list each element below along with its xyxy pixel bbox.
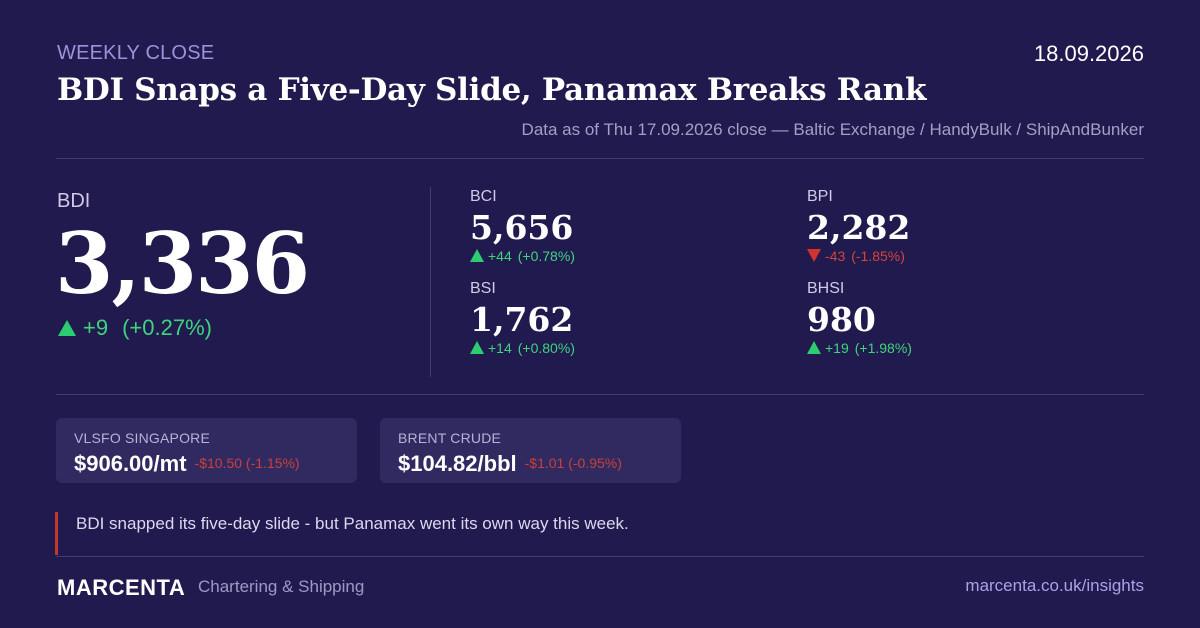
commodity-label: BRENT CRUDE xyxy=(398,430,502,446)
index-change-pct: (+0.78%) xyxy=(517,248,575,264)
commodity-change: -$1.01 (-0.95%) xyxy=(524,455,622,471)
up-arrow-icon xyxy=(470,249,484,262)
index-change-abs: +19 xyxy=(825,340,849,356)
index-bci: BCI 5,656 +44 (+0.78%) xyxy=(470,188,770,264)
bdi-value: 3,336 xyxy=(55,214,310,313)
index-change-abs: +14 xyxy=(488,340,512,356)
commodity-change: -$10.50 (-1.15%) xyxy=(194,455,300,471)
index-change: +19 (+1.98%) xyxy=(807,340,1107,356)
index-value: 5,656 xyxy=(470,208,574,247)
index-change-abs: +44 xyxy=(488,248,512,264)
down-arrow-icon xyxy=(807,249,821,262)
up-arrow-icon xyxy=(58,320,76,336)
index-change-abs: -43 xyxy=(825,248,846,264)
headline: BDI Snaps a Five-Day Slide, Panamax Brea… xyxy=(57,72,927,108)
up-arrow-icon xyxy=(470,341,484,354)
middle-divider xyxy=(56,394,1144,395)
commodity-row: $906.00/mt -$10.50 (-1.15%) xyxy=(74,451,341,477)
bdi-change-pct: (+0.27%) xyxy=(122,315,212,340)
index-label: BPI xyxy=(807,188,833,205)
top-divider xyxy=(56,158,1144,159)
commodity-label: VLSFO SINGAPORE xyxy=(74,430,211,446)
bdi-change: +9 (+0.27%) xyxy=(58,315,212,341)
index-label: BHSI xyxy=(807,280,845,297)
index-bhsi: BHSI 980 +19 (+1.98%) xyxy=(807,280,1107,356)
index-change: +44 (+0.78%) xyxy=(470,248,770,264)
commodity-card-brent: BRENT CRUDE $104.82/bbl -$1.01 (-0.95%) xyxy=(380,418,681,483)
brand-logo: MARCENTA xyxy=(57,575,186,600)
quote-bar xyxy=(55,512,58,555)
index-change: -43 (-1.85%) xyxy=(807,248,1107,264)
commodity-price: $104.82/bbl xyxy=(398,451,517,476)
index-value: 1,762 xyxy=(470,300,574,339)
commodity-price: $906.00/mt xyxy=(74,451,187,476)
bottom-divider xyxy=(56,556,1144,557)
up-arrow-icon xyxy=(807,341,821,354)
index-bpi: BPI 2,282 -43 (-1.85%) xyxy=(807,188,1107,264)
vertical-divider xyxy=(430,187,431,377)
index-change: +14 (+0.80%) xyxy=(470,340,770,356)
kicker: WEEKLY CLOSE xyxy=(57,42,215,64)
commodity-card-vlsfo: VLSFO SINGAPORE $906.00/mt -$10.50 (-1.15… xyxy=(56,418,357,483)
commodity-row: $104.82/bbl -$1.01 (-0.95%) xyxy=(398,451,665,477)
index-bsi: BSI 1,762 +14 (+0.80%) xyxy=(470,280,770,356)
bdi-change-abs: +9 xyxy=(83,315,109,340)
index-value: 980 xyxy=(807,300,876,339)
source-line: Data as of Thu 17.09.2026 close — Baltic… xyxy=(521,120,1144,139)
quote-text: BDI snapped its five-day slide - but Pan… xyxy=(76,514,629,533)
index-value: 2,282 xyxy=(807,208,911,247)
index-change-pct: (+1.98%) xyxy=(854,340,912,356)
date: 18.09.2026 xyxy=(1033,41,1144,66)
brand-tagline: Chartering & Shipping xyxy=(198,577,365,596)
index-change-pct: (+0.80%) xyxy=(517,340,575,356)
footer-url[interactable]: marcenta.co.uk/insights xyxy=(965,576,1144,595)
index-change-pct: (-1.85%) xyxy=(851,248,905,264)
index-label: BSI xyxy=(470,280,496,297)
bdi-label: BDI xyxy=(57,190,91,212)
index-label: BCI xyxy=(470,188,497,205)
